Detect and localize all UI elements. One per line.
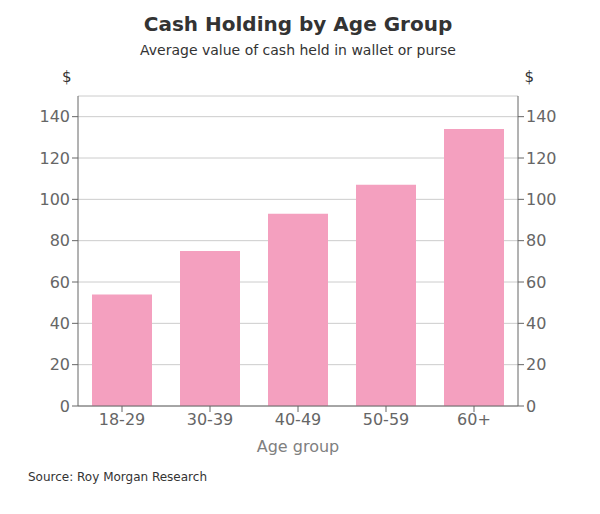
svg-text:100: 100	[526, 190, 557, 209]
html-text:Source: Roy Morgan Research: Source: Roy Morgan Research	[28, 470, 207, 484]
svg-text:80: 80	[526, 231, 546, 250]
svg-text:60: 60	[50, 273, 70, 292]
svg-text:30-39: 30-39	[187, 410, 234, 429]
svg-text:120: 120	[526, 149, 557, 168]
html-text:Cash Holding by Age Group: Cash Holding by Age Group	[143, 12, 453, 36]
svg-text:40: 40	[50, 314, 70, 333]
svg-text:40-49: 40-49	[275, 410, 322, 429]
svg-text:0: 0	[60, 397, 70, 416]
svg-text:60+: 60+	[457, 410, 491, 429]
svg-text:60: 60	[526, 273, 546, 292]
html-text:Average value of cash held in: Average value of cash held in wallet or …	[140, 42, 456, 58]
svg-text:20: 20	[526, 355, 546, 374]
svg-text:50-59: 50-59	[363, 410, 410, 429]
svg-text:120: 120	[39, 149, 70, 168]
svg-text:Age group: Age group	[257, 437, 340, 456]
svg-text:40: 40	[526, 314, 546, 333]
svg-text:100: 100	[39, 190, 70, 209]
svg-text:18-29: 18-29	[99, 410, 146, 429]
svg-text:20: 20	[50, 355, 70, 374]
svg-text:140: 140	[39, 107, 70, 126]
svg-text:0: 0	[526, 397, 536, 416]
svg-text:140: 140	[526, 107, 557, 126]
svg-text:80: 80	[50, 231, 70, 250]
